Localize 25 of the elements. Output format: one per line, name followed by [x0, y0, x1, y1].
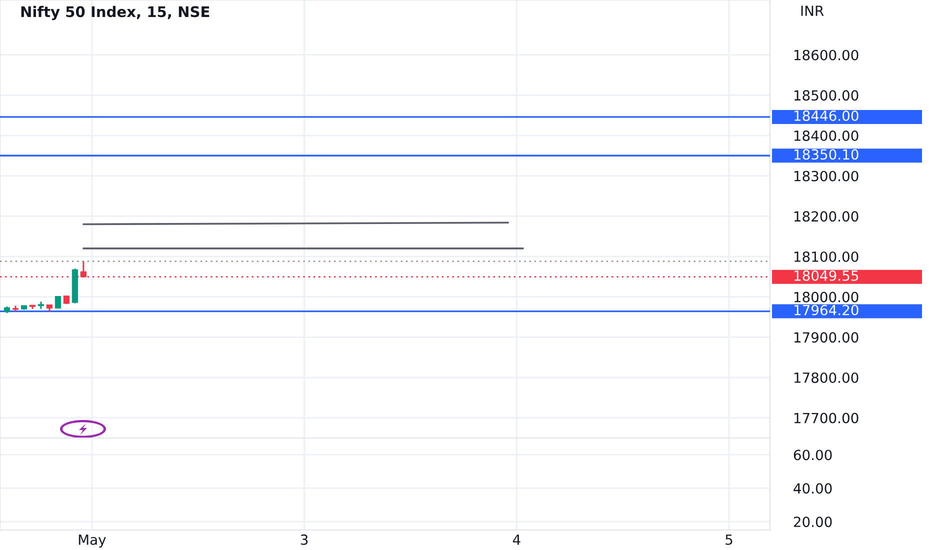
- y-tick-label: 18000.00: [794, 292, 858, 302]
- y-tick-label: 17700.00: [794, 412, 858, 424]
- y-tick-label: 18300.00: [794, 170, 858, 182]
- y-tick-label: 17900.00: [794, 332, 858, 343]
- x-tick-label: 3: [300, 534, 308, 545]
- chart-title: Nifty 50 Index, 15, NSE: [21, 6, 210, 20]
- x-tick-label: May: [78, 534, 106, 548]
- y-tick-label: 18600.00: [794, 50, 858, 60]
- y-axis-title: INR: [801, 6, 824, 16]
- ref-line-label: 17964.20: [794, 304, 858, 316]
- candlestick: [54, 295, 62, 310]
- candlestick: [12, 304, 19, 312]
- y-tick-label: 17800.00: [794, 372, 858, 383]
- y-tick-label: 18200.00: [794, 211, 858, 222]
- y-tick-label: 20.00: [794, 516, 832, 528]
- y-tick-label: 18100.00: [794, 251, 858, 262]
- x-tick-label: 5: [726, 534, 732, 545]
- y-tick-label: 18500.00: [794, 90, 858, 101]
- x-tick-label: 4: [512, 534, 520, 545]
- ref-line-label: 18049.55: [794, 270, 858, 281]
- y-tick-label: 18400.00: [794, 130, 858, 141]
- y-tick-label: 60.00: [794, 450, 832, 460]
- ref-line-label: 18446.00: [794, 110, 858, 121]
- y-tick-label: 40.00: [794, 483, 832, 494]
- ref-line-label: 18350.10: [794, 149, 858, 160]
